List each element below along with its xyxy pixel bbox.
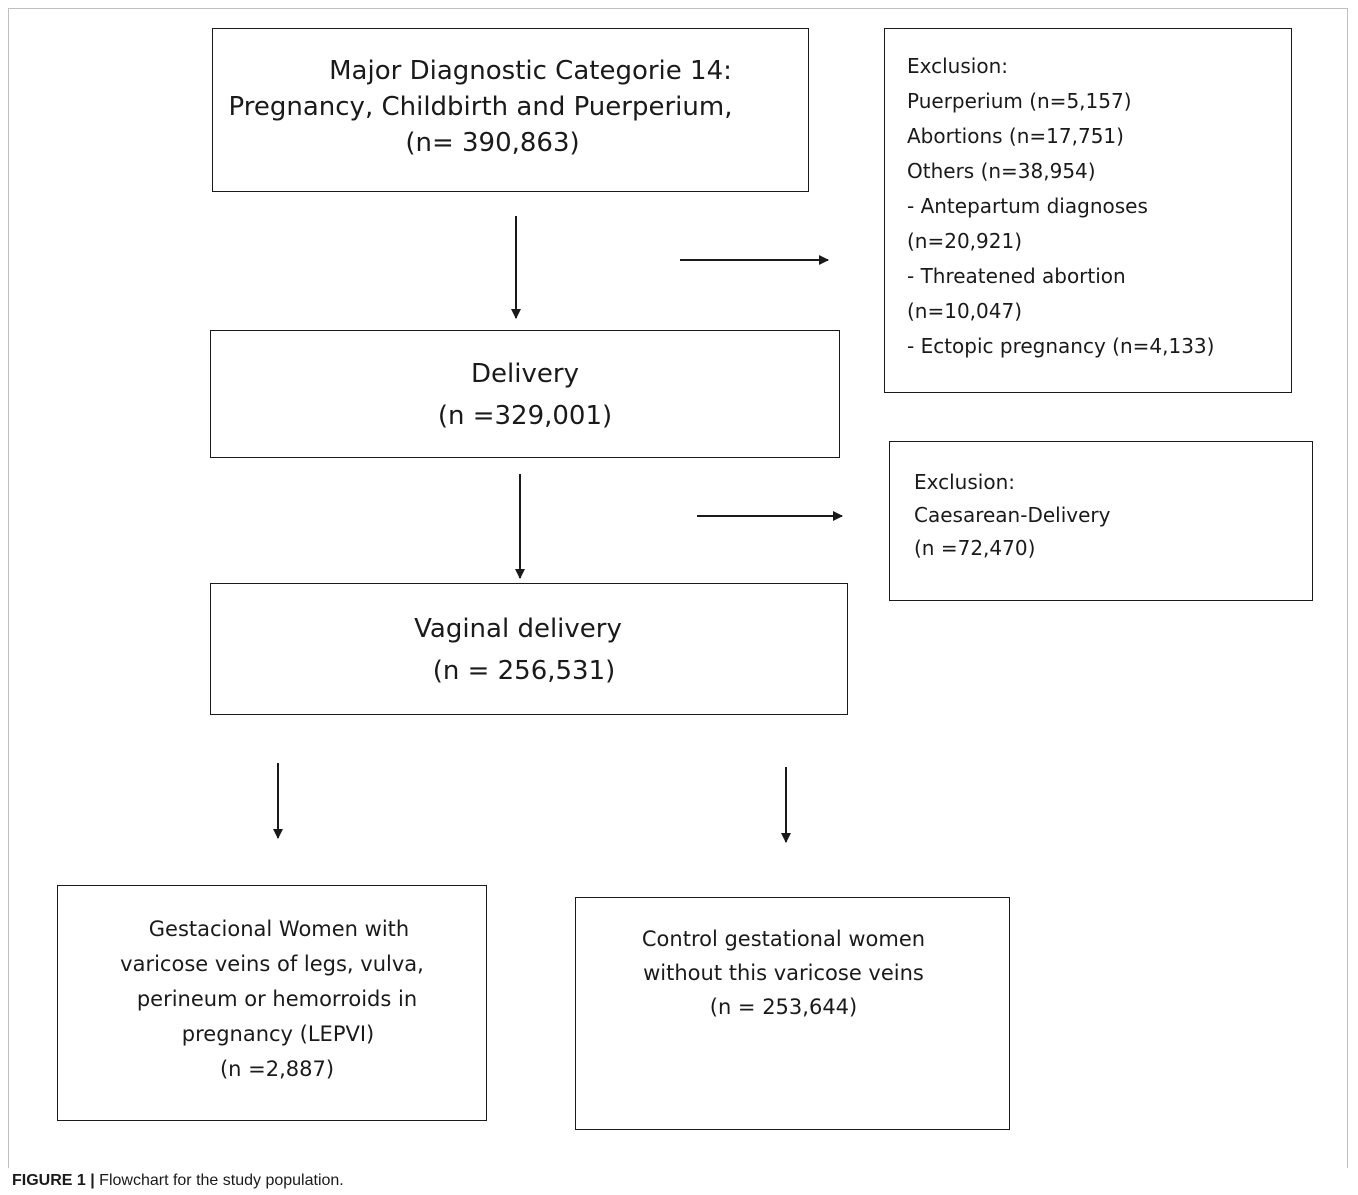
delivery-box: Delivery (n =329,001) — [210, 330, 840, 458]
exclusion2-line-1: Exclusion: — [914, 470, 1015, 494]
mdc-line-1: Major Diagnostic Categorie 14: — [329, 56, 732, 86]
exclusion1-line-9: - Ectopic pregnancy (n=4,133) — [907, 334, 1215, 358]
vaginal-line-2: (n = 256,531) — [432, 656, 616, 686]
mdc-line-3: (n= 390,863) — [405, 128, 580, 158]
lepvi-box: Gestacional Women with varicose veins of… — [57, 885, 487, 1121]
exclusion1-line-7: - Threatened abortion — [907, 264, 1126, 288]
control-line-2: without this varicose veins — [643, 961, 924, 985]
control-line-3: (n = 253,644) — [709, 995, 858, 1019]
caption-label: FIGURE 1 | — [12, 1172, 95, 1189]
delivery-line-1: Delivery — [471, 359, 579, 389]
lepvi-line-1: Gestacional Women with — [148, 917, 410, 941]
mdc-box: Major Diagnostic Categorie 14: Pregnancy… — [212, 28, 809, 192]
exclusion-box-2: Exclusion: Caesarean-Delivery (n =72,470… — [889, 441, 1313, 601]
exclusion1-line-6: (n=20,921) — [907, 229, 1023, 253]
mdc-line-2: Pregnancy, Childbirth and Puerperium, — [228, 92, 733, 122]
exclusion1-line-5: - Antepartum diagnoses — [907, 194, 1148, 218]
exclusion1-line-8: (n=10,047) — [907, 299, 1023, 323]
exclusion-box-1: Exclusion: Puerperium (n=5,157) Abortion… — [884, 28, 1292, 393]
control-box: Control gestational women without this v… — [575, 897, 1010, 1130]
exclusion1-line-1: Exclusion: — [907, 54, 1008, 78]
lepvi-line-3: perineum or hemorroids in — [136, 987, 418, 1011]
vaginal-line-1: Vaginal delivery — [414, 614, 622, 644]
vaginal-delivery-box: Vaginal delivery (n = 256,531) — [210, 583, 848, 715]
figure-caption: FIGURE 1 | Flowchart for the study popul… — [8, 1168, 1348, 1194]
exclusion1-line-3: Abortions (n=17,751) — [907, 124, 1124, 148]
lepvi-line-5: (n =2,887) — [219, 1057, 335, 1081]
lepvi-line-4: pregnancy (LEPVI) — [181, 1022, 375, 1046]
exclusion2-line-3: (n =72,470) — [914, 536, 1036, 560]
lepvi-line-2: varicose veins of legs, vulva, — [120, 952, 424, 976]
control-line-1: Control gestational women — [641, 927, 926, 951]
exclusion2-line-2: Caesarean-Delivery — [914, 503, 1111, 527]
exclusion1-line-4: Others (n=38,954) — [907, 159, 1096, 183]
caption-text: Flowchart for the study population. — [94, 1172, 344, 1189]
delivery-line-2: (n =329,001) — [437, 401, 613, 431]
exclusion1-line-2: Puerperium (n=5,157) — [907, 89, 1132, 113]
